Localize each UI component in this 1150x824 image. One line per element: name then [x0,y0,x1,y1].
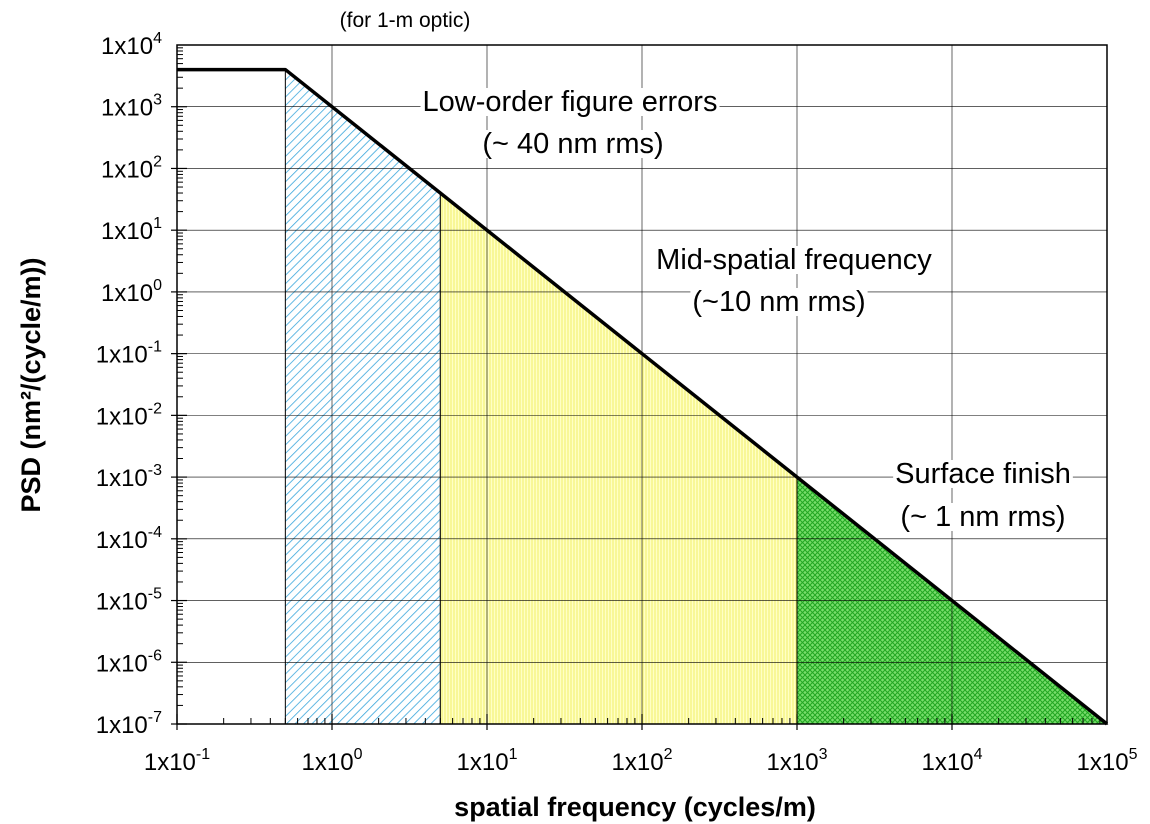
plot-frame [176,44,1108,725]
region-label-bg [893,460,1073,488]
y-tick-label: 1x10-3 [96,462,162,492]
region-3-label: Surface finish [895,458,1071,490]
x-tick-label: 1x102 [612,746,673,776]
x-tick-label: 1x105 [1077,746,1138,776]
region-label-bg [480,130,666,158]
y-tick-label: 1x101 [101,215,162,245]
y-axis-title: PSD (nm²/(cycle/m)) [16,257,46,512]
y-tick-label: 1x104 [101,30,162,60]
region-labels: Low-order figure errors (~ 40 nm rms) Mid-… [420,86,1073,533]
x-tick-labels: 1x10-1 1x100 1x101 1x102 1x103 1x104 1x105 [144,746,1138,776]
region-1-sublabel: (~ 40 nm rms) [482,128,663,160]
x-tick-label: 1x101 [457,746,518,776]
chart-subtitle: (for 1-m optic) [340,9,471,32]
y-tick-label: 1x10-1 [96,339,162,369]
y-tick-label: 1x102 [101,153,162,183]
y-tick-label: 1x10-5 [96,586,162,616]
x-tick-label: 1x103 [767,746,828,776]
x-tick-label: 1x104 [922,746,983,776]
x-tick-label: 1x100 [302,746,363,776]
region-3-sublabel: (~ 1 nm rms) [900,501,1065,533]
x-tick-label: 1x10-1 [144,746,210,776]
region-1-label: Low-order figure errors [423,86,718,118]
y-tick-label: 1x103 [101,92,162,122]
y-tick-label: 1x100 [101,277,162,307]
minor-ticks [171,47,1101,730]
region-label-bg [420,88,720,116]
region-label-bg [654,246,935,274]
region-label-bg [690,288,868,316]
region-2-sublabel: (~10 nm rms) [692,286,865,318]
psd-curve-group [177,67,1109,726]
region-label-bg [898,503,1068,531]
grid-lines [177,45,1107,724]
y-tick-label: 1x10-7 [96,709,162,739]
y-tick-label: 1x10-2 [96,400,162,430]
y-tick-label: 1x10-4 [96,524,162,554]
psd-curve [177,67,1109,726]
y-tick-label: 1x10-6 [96,647,162,677]
x-axis-title: spatial frequency (cycles/m) [454,792,816,822]
y-tick-labels: 1x104 1x103 1x102 1x101 1x100 1x10-1 1x10-2 1x1… [96,30,162,739]
region-2-label: Mid-spatial frequency [656,244,932,276]
